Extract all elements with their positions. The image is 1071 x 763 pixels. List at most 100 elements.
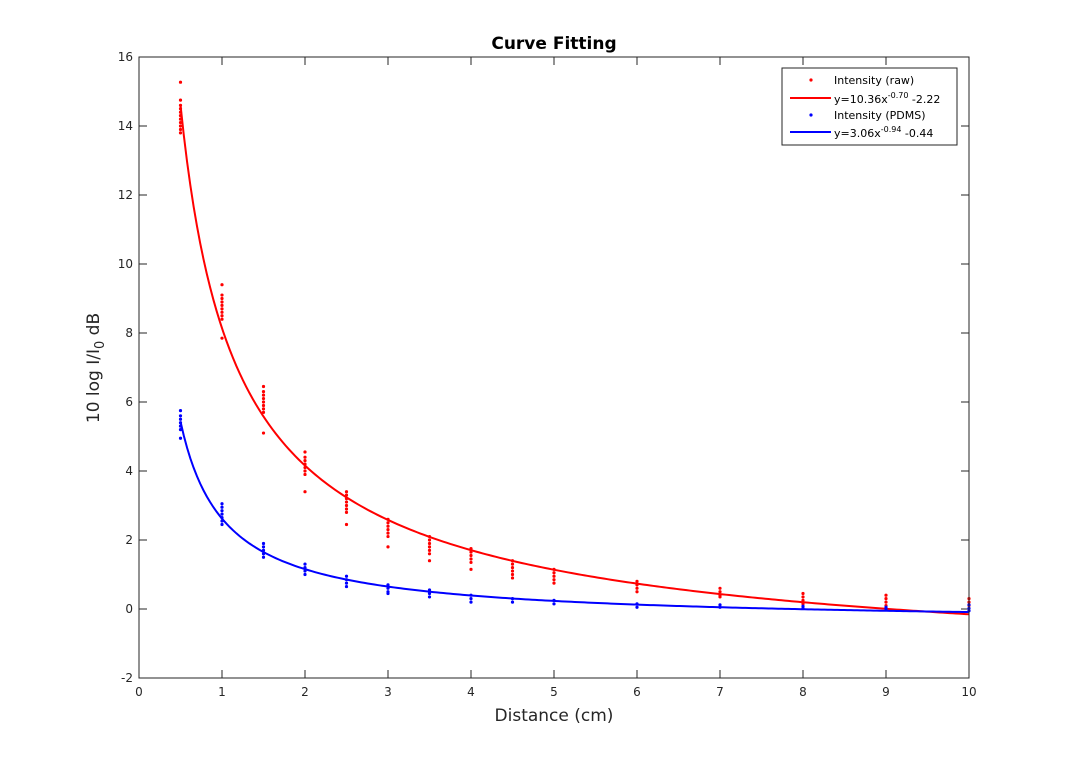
scatter-point [801, 606, 805, 610]
scatter-point [178, 436, 183, 440]
x-tick-label: 2 [301, 685, 309, 699]
legend-label-pdms-fit: y=3.06x-0.94 -0.44 [834, 125, 933, 140]
scatter-point [510, 562, 515, 566]
scatter-point [178, 124, 183, 128]
x-tick-label: 4 [467, 685, 475, 699]
legend-pdms-fit-tail: -0.44 [901, 127, 933, 140]
scatter-point [303, 459, 307, 463]
x-tick-label: 1 [218, 685, 226, 699]
scatter-point [427, 552, 432, 556]
scatter-point [220, 293, 224, 297]
scatter-point [261, 431, 266, 435]
scatter-point [386, 528, 390, 532]
scatter-point [386, 545, 390, 549]
scatter-point [344, 584, 349, 589]
scatter-point [261, 410, 266, 414]
scatter-point [303, 450, 307, 454]
scatter-point [469, 547, 473, 551]
plot-area [139, 57, 969, 678]
legend-raw-fit-tail: -2.22 [908, 93, 940, 106]
x-tick-label: 3 [384, 685, 392, 699]
scatter-point [178, 409, 183, 413]
scatter-point [220, 317, 224, 321]
y-axis-label-tail: dB [84, 313, 104, 341]
x-tick-label: 8 [799, 685, 807, 699]
plot-frame [138, 56, 970, 679]
scatter-point [510, 600, 515, 604]
scatter-point [510, 572, 515, 577]
legend-pdms-fit-sup: -0.94 [881, 125, 902, 134]
scatter-point [178, 127, 183, 132]
scatter-point [178, 114, 183, 118]
scatter-point [635, 590, 639, 594]
scatter-point [635, 586, 639, 590]
scatter-point [303, 462, 307, 466]
scatter-point [344, 493, 349, 497]
scatter-point [469, 593, 473, 597]
y-tick-label: 12 [118, 188, 133, 202]
scatter-point [386, 591, 390, 596]
scatter-point [469, 550, 473, 554]
y-tick-label: 4 [125, 464, 133, 478]
scatter-point [220, 296, 224, 301]
scatter-point [261, 555, 266, 559]
scatter-point [220, 307, 224, 311]
scatter-point [261, 384, 266, 389]
scatter-point [178, 428, 183, 432]
scatter-point [220, 519, 224, 523]
legend-raw-fit-main: y=10.36x [834, 93, 888, 106]
scatter-point [344, 522, 349, 527]
scatter-point [801, 591, 805, 596]
scatter-point [427, 538, 432, 542]
scatter-point [303, 490, 307, 494]
scatter-point [510, 597, 515, 601]
scatter-point [469, 567, 473, 571]
scatter-point [801, 602, 805, 606]
scatter-point [220, 314, 224, 318]
scatter-point [220, 505, 224, 509]
scatter-point [178, 80, 183, 84]
scatter-point [386, 517, 390, 521]
scatter-point [261, 548, 266, 552]
legend-label-pdms: Intensity (PDMS) [834, 109, 926, 122]
x-tick-label: 0 [135, 685, 143, 699]
scatter-point [178, 421, 183, 425]
y-axis-label: 10 log I/I0 dB [84, 313, 108, 423]
scatter-point [552, 571, 556, 575]
scatter-point [303, 569, 307, 573]
scatter-point [261, 396, 266, 401]
legend: Intensity (raw) y=10.36x-0.70 -2.22 Inte… [781, 67, 958, 146]
scatter-point [386, 586, 390, 590]
scatter-point [552, 581, 556, 585]
scatter-point [220, 502, 224, 506]
scatter-point [386, 531, 390, 535]
x-tick-label: 6 [633, 685, 641, 699]
scatter-point [510, 559, 515, 563]
scatter-point [344, 581, 349, 585]
scatter-point [261, 400, 266, 404]
scatter-point [303, 465, 307, 470]
scatter-point [303, 562, 307, 566]
y-tick-label: -2 [121, 671, 133, 685]
scatter-point [303, 455, 307, 459]
scatter-point [635, 602, 639, 606]
scatter-point [261, 403, 266, 408]
scatter-point [386, 521, 390, 525]
scatter-point [552, 598, 556, 602]
legend-label-raw-fit: y=10.36x-0.70 -2.22 [834, 91, 940, 106]
scatter-point [510, 576, 515, 580]
scatter-point [303, 472, 307, 477]
scatter-point [552, 567, 556, 571]
scatter-point [178, 417, 183, 421]
scatter-point [261, 407, 266, 411]
x-tick-label: 10 [961, 685, 976, 699]
scatter-point [718, 586, 722, 590]
y-tick-label: 8 [125, 326, 133, 340]
scatter-point [344, 578, 349, 582]
chart-title: Curve Fitting [491, 34, 616, 54]
scatter-point [220, 509, 224, 513]
scatter-point [635, 579, 639, 584]
scatter-point [220, 515, 224, 520]
